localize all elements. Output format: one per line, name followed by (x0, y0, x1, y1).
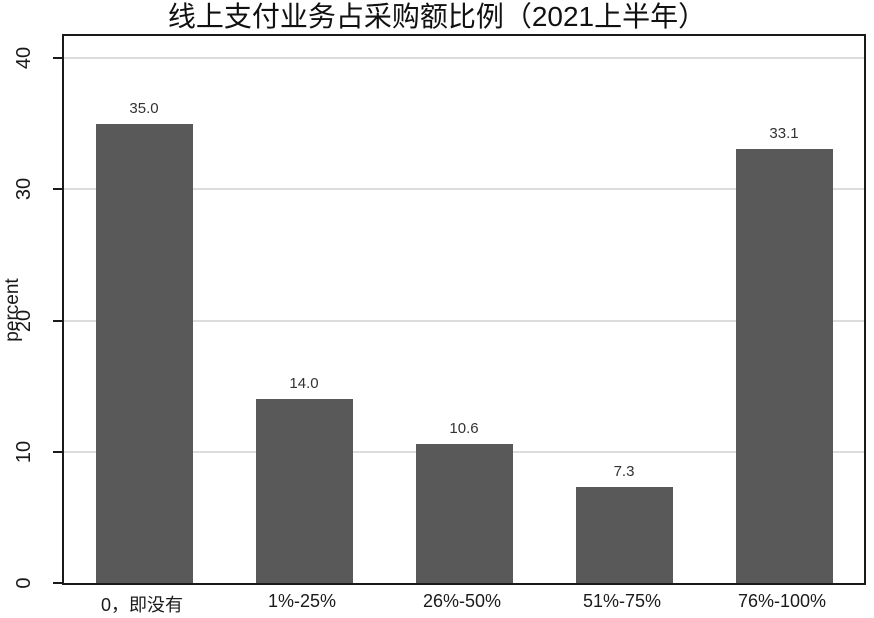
y-tick-label: 10 (13, 440, 35, 463)
y-axis-ticks: 0 10 20 30 40 (0, 36, 62, 589)
y-tick-mark (53, 57, 62, 60)
x-tick-label: 76%-100% (737, 591, 827, 611)
y-tick-mark (53, 450, 62, 453)
bar-value-label: 10.6 (449, 419, 479, 437)
bar-value-label: 7.3 (613, 463, 635, 481)
bar (415, 443, 513, 583)
bar (255, 399, 353, 583)
gridline (64, 188, 864, 191)
gridline (64, 319, 864, 322)
bar-value-label: 33.1 (769, 124, 799, 142)
y-tick-mark (53, 319, 62, 322)
bar (95, 123, 193, 583)
y-tick-mark (53, 188, 62, 191)
bar-value-label: 14.0 (289, 375, 319, 393)
y-tick-label: 30 (13, 178, 35, 201)
x-tick-label: 26%-50% (422, 591, 502, 611)
y-tick-label: 0 (13, 577, 35, 589)
x-axis-labels: 0，即没有 1%-25% 26%-50% 51%-75% 76%-100% (62, 591, 866, 617)
x-tick-label: 1%-25% (267, 591, 337, 611)
y-tick-label: 40 (13, 47, 35, 70)
bar (735, 148, 833, 583)
x-tick-label: 51%-75% (582, 591, 662, 611)
x-tick-label: 0，即没有 (100, 595, 184, 615)
y-tick-mark (53, 582, 62, 584)
gridline (64, 57, 864, 60)
y-tick-label: 20 (13, 309, 35, 332)
plot-area: 35.0 14.0 10.6 7.3 33.1 (62, 34, 866, 585)
chart-title: 线上支付业务占采购额比例（2021上半年） (167, 1, 707, 32)
bar-value-label: 35.0 (129, 99, 159, 117)
bar (575, 487, 673, 583)
